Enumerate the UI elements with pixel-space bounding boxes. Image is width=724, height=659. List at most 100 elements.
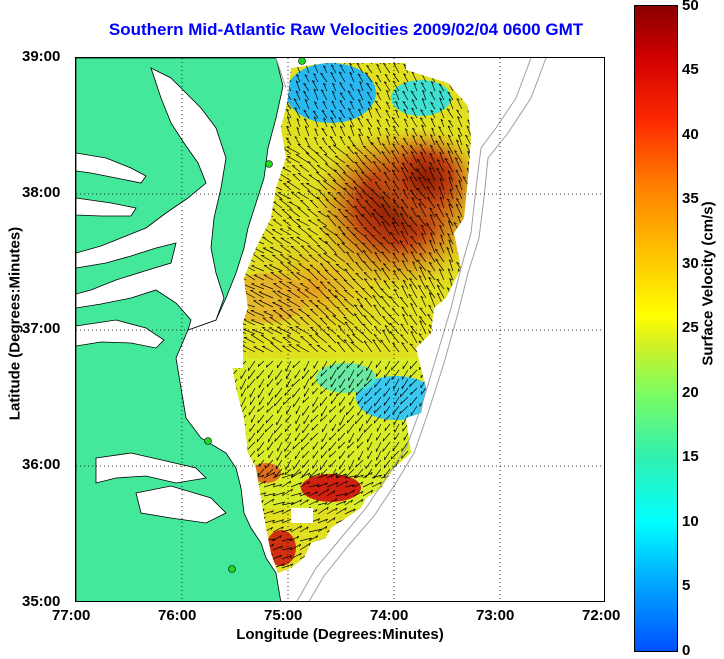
- velocity-arrowhead: [297, 226, 302, 228]
- velocity-arrowhead: [409, 365, 412, 370]
- velocity-arrow: [425, 480, 436, 488]
- velocity-arrow: [251, 414, 256, 423]
- velocity-arrowhead: [411, 107, 415, 110]
- velocity-arrowhead: [435, 525, 438, 529]
- velocity-arrow: [476, 91, 480, 100]
- velocity-arrow: [385, 128, 391, 137]
- velocity-arrow: [410, 235, 418, 245]
- velocity-arrow: [312, 441, 319, 450]
- velocity-arrowhead: [366, 136, 370, 139]
- velocity-arrow: [439, 63, 445, 65]
- velocity-arrow: [439, 90, 445, 101]
- velocity-arrow: [320, 89, 328, 101]
- velocity-arrowhead: [453, 554, 457, 557]
- velocity-arrowhead: [490, 547, 492, 549]
- velocity-arrowhead: [440, 118, 444, 122]
- velocity-arrowhead: [381, 221, 385, 224]
- velocity-arrowhead: [308, 235, 312, 237]
- velocity-arrow: [357, 441, 364, 449]
- velocity-arrow: [328, 145, 337, 155]
- velocity-arrowhead: [329, 454, 331, 458]
- velocity-arrow: [470, 538, 471, 542]
- velocity-arrow: [376, 450, 382, 461]
- velocity-arrowhead: [307, 145, 311, 147]
- velocity-arrowhead: [455, 375, 457, 379]
- velocity-arrow: [440, 234, 445, 245]
- velocity-arrowhead: [280, 545, 283, 549]
- velocity-arrow: [477, 297, 480, 307]
- velocity-arrowhead: [327, 488, 330, 492]
- velocity-arrowhead: [399, 296, 404, 299]
- velocity-arrowhead: [363, 145, 367, 148]
- velocity-arrow: [398, 484, 410, 488]
- velocity-arrowhead: [349, 117, 353, 120]
- velocity-arrow: [456, 468, 463, 480]
- velocity-arrowhead: [416, 259, 420, 262]
- velocity-arrowhead: [335, 270, 339, 272]
- velocity-arrow: [231, 387, 238, 399]
- velocity-arrowhead: [284, 392, 286, 396]
- velocity-arrow: [443, 528, 454, 533]
- velocity-arrow: [400, 387, 409, 398]
- velocity-arrowhead: [373, 325, 378, 328]
- velocity-arrowhead: [393, 208, 397, 211]
- velocity-arrowhead: [337, 428, 339, 432]
- velocity-arrow: [277, 360, 283, 369]
- velocity-arrowhead: [256, 376, 258, 380]
- velocity-arrow: [383, 387, 391, 397]
- velocity-arrowhead: [327, 281, 331, 283]
- velocity-arrowhead: [302, 464, 304, 468]
- velocity-arrow: [354, 152, 364, 164]
- velocity-arrow: [437, 432, 445, 440]
- velocity-arrow: [299, 561, 311, 569]
- velocity-arrow: [446, 369, 454, 377]
- velocity-arrow: [438, 83, 445, 92]
- velocity-arrowhead: [361, 474, 364, 478]
- velocity-arrow: [361, 213, 373, 227]
- velocity-arrowhead: [425, 501, 429, 505]
- velocity-arrow: [326, 472, 338, 479]
- velocity-arrow: [476, 110, 481, 118]
- velocity-arrow: [260, 334, 274, 344]
- velocity-arrow: [272, 254, 283, 263]
- velocity-arrowhead: [426, 537, 430, 540]
- velocity-arrow: [474, 212, 480, 226]
- velocity-arrowhead: [418, 285, 422, 288]
- velocity-arrowhead: [346, 412, 348, 416]
- velocity-arrow: [362, 545, 372, 551]
- velocity-arrowhead: [288, 216, 292, 218]
- velocity-arrow: [326, 233, 337, 245]
- velocity-arrow: [277, 326, 292, 335]
- velocity-arrowhead: [451, 510, 455, 514]
- velocity-arrow: [263, 265, 274, 272]
- velocity-arrowhead: [430, 232, 433, 235]
- velocity-arrowhead: [410, 151, 414, 154]
- velocity-arrowhead: [326, 215, 330, 217]
- velocity-arrow: [437, 423, 445, 435]
- velocity-arrowhead: [447, 336, 451, 340]
- velocity-arrowhead: [398, 483, 401, 486]
- velocity-arrow: [380, 562, 390, 569]
- velocity-arrowhead: [289, 538, 293, 542]
- velocity-arrowhead: [292, 365, 295, 369]
- velocity-arrow: [350, 341, 364, 353]
- velocity-arrowhead: [313, 116, 317, 120]
- velocity-arrow: [477, 332, 480, 343]
- velocity-arrowhead: [379, 474, 382, 478]
- velocity-arrowhead: [321, 89, 324, 92]
- velocity-arrow: [317, 189, 328, 200]
- velocity-arrowhead: [357, 117, 361, 120]
- velocity-arrowhead: [395, 101, 399, 104]
- velocity-arrow: [359, 423, 364, 432]
- velocity-arrow: [275, 369, 283, 380]
- velocity-arrowhead: [444, 157, 448, 161]
- velocity-arrow: [364, 297, 373, 308]
- velocity-arrow: [407, 493, 418, 497]
- velocity-arrow: [465, 414, 471, 426]
- velocity-arrow: [353, 554, 363, 560]
- velocity-arrowhead: [487, 574, 489, 576]
- velocity-arrow: [373, 334, 382, 344]
- velocity-arrowhead: [353, 475, 357, 478]
- velocity-arrowhead: [434, 574, 436, 576]
- velocity-arrowhead: [361, 171, 365, 174]
